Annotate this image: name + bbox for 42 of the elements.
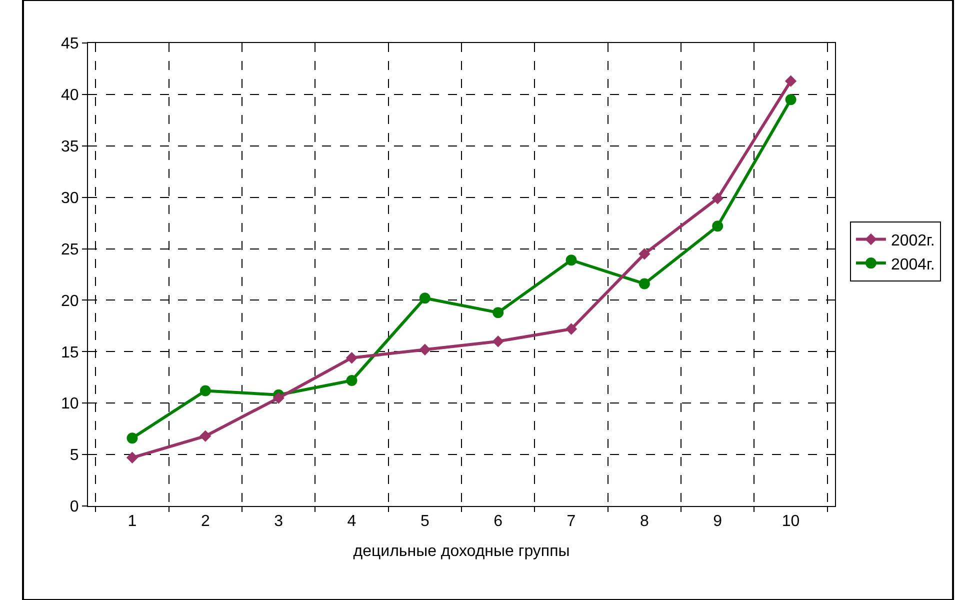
point [492,307,504,318]
x-tick-label: 7 [566,513,576,530]
point [712,192,724,204]
x-tick-label: 6 [494,513,503,530]
x-tick-label: 4 [347,513,356,530]
point [419,292,430,304]
y-tick-label: 35 [61,138,79,156]
legend-label: 2002г. [890,232,935,250]
point [784,75,797,87]
y-tick-label: 30 [61,190,79,207]
point [566,254,577,266]
point [346,352,358,364]
point [712,220,724,232]
point [492,336,504,348]
y-tick-label: 5 [70,447,79,464]
point [200,430,212,442]
point [272,392,284,404]
y-tick-label: 20 [61,292,79,310]
y-tick-label: 45 [61,36,79,53]
point [785,94,796,106]
point [638,278,650,290]
point [126,452,138,464]
y-tick-label: 0 [70,498,79,516]
y-tick-label: 10 [61,396,79,413]
x-axis-title: децильные доходные группы [353,542,570,560]
x-tick-label: 10 [782,513,800,530]
point [565,323,578,335]
point [200,385,211,396]
x-tick-label: 5 [420,513,430,530]
legend-label: 2004г. [890,256,935,274]
point [638,248,650,260]
x-tick-label: 9 [713,513,722,530]
point [126,432,138,444]
point [346,374,358,386]
x-tick-label: 3 [274,513,284,530]
y-tick-label: 25 [61,241,79,258]
y-tick-label: 40 [61,87,79,104]
x-tick-label: 1 [128,513,137,530]
y-tick-label: 15 [61,344,79,362]
x-tick-label: 2 [200,513,210,530]
point [419,344,431,356]
x-tick-label: 8 [640,513,649,530]
